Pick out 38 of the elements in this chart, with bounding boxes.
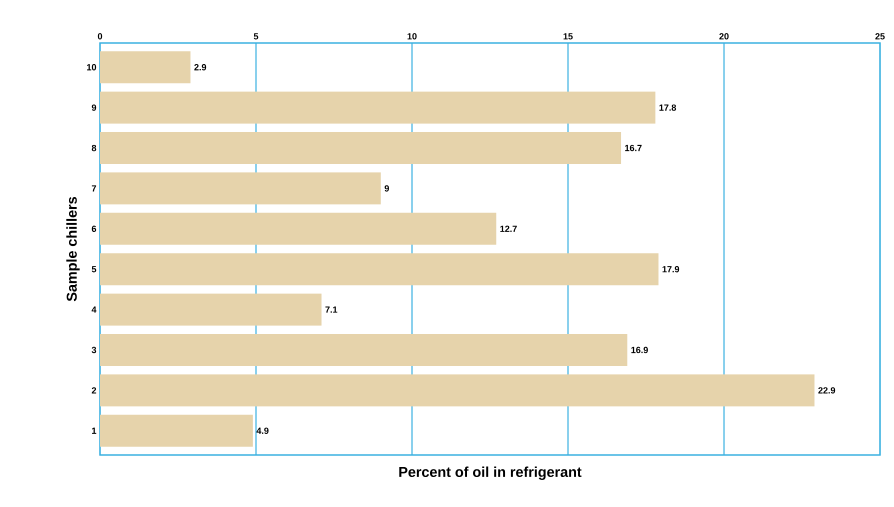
bar (100, 374, 814, 406)
bar (100, 334, 628, 366)
data-label: 17.8 (659, 104, 676, 111)
bar (100, 132, 622, 164)
x-tick-label: 20 (719, 33, 729, 40)
y-tick-label: 7 (92, 185, 96, 192)
x-tick-label: 25 (875, 33, 885, 40)
bar (100, 212, 496, 245)
bar (100, 294, 322, 326)
data-label: 22.9 (818, 387, 836, 394)
data-label: 16.7 (625, 144, 642, 152)
y-tick-label: 9 (92, 104, 96, 111)
x-tick-label: 5 (254, 33, 258, 40)
data-label: 12.7 (500, 226, 517, 232)
data-label: 4.9 (256, 428, 269, 434)
y-tick-label: 3 (92, 346, 96, 354)
y-tick-label: 6 (92, 226, 96, 232)
y-tick-label: 5 (92, 266, 96, 272)
y-tick-label: 8 (92, 144, 96, 152)
bar (100, 51, 190, 84)
bar (100, 253, 658, 286)
y-axis-title: Sample chillers (66, 196, 80, 302)
x-tick-label: 10 (408, 33, 417, 40)
bar (100, 92, 656, 124)
data-label: 17.9 (662, 266, 680, 272)
data-label: 7.1 (325, 306, 338, 313)
x-tick-label: 15 (564, 33, 573, 40)
bar (100, 414, 253, 447)
data-label: 9 (384, 185, 389, 192)
y-tick-label: 4 (92, 306, 96, 313)
y-tick-label: 10 (87, 64, 96, 70)
x-tick-label: 0 (98, 33, 102, 40)
y-tick-label: 1 (92, 428, 96, 434)
bar (100, 172, 381, 204)
y-tick-label: 2 (92, 387, 96, 394)
data-label: 16.9 (631, 346, 648, 354)
x-axis-title: Percent of oil in refrigerant (399, 466, 582, 480)
data-label: 2.9 (194, 64, 206, 70)
